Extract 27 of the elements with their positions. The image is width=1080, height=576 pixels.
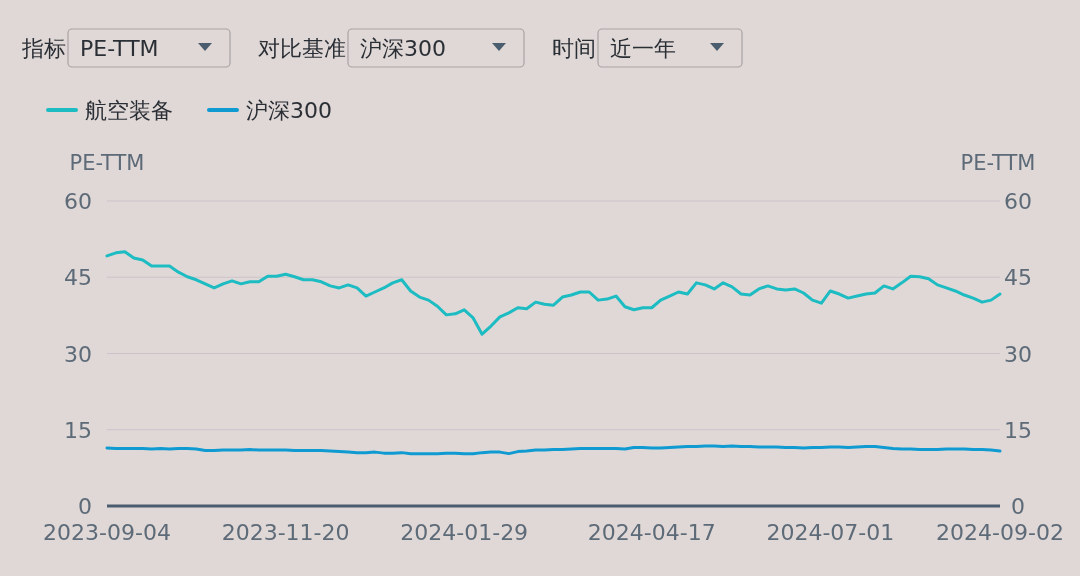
legend-label: 航空装备 [85, 98, 173, 123]
y-tick-label: 15 [64, 417, 92, 443]
x-tick-label: 2023-11-20 [221, 520, 350, 545]
y2-tick-label: 15 [1004, 417, 1032, 443]
line-series [105, 250, 1002, 336]
y-tick-label: 0 [78, 494, 92, 519]
x-tick-label: 2024-04-17 [587, 520, 716, 545]
y2-tick-label: 30 [1004, 341, 1032, 367]
x-tick-label: 2024-09-02 [936, 520, 1064, 545]
x-tick-label: 2023-09-04 [43, 520, 171, 545]
y-tick-label: 45 [64, 265, 92, 291]
y2-tick-label: 60 [1004, 189, 1032, 214]
control: 对比基准 沪深300 [258, 28, 525, 68]
line-series [105, 444, 1002, 456]
y-tick-label: 60 [64, 189, 92, 214]
y2-tick-label: 45 [1004, 265, 1032, 291]
y-axis-title: PE-TTM [69, 151, 145, 175]
y-tick-label: 30 [64, 341, 92, 367]
y2-tick-label: 0 [1011, 494, 1025, 519]
control: 指标 PE-TTM [22, 28, 231, 68]
legend-item: 航空装备 [46, 98, 173, 123]
y2-axis-title: PE-TTM [960, 151, 1036, 175]
x-tick-label: 2024-01-29 [400, 520, 529, 545]
legend-label: 沪深300 [246, 98, 332, 123]
control: 时间 近一年 [552, 28, 743, 68]
legend-item: 沪深300 [207, 98, 332, 123]
x-tick-label: 2024-07-01 [766, 520, 895, 545]
